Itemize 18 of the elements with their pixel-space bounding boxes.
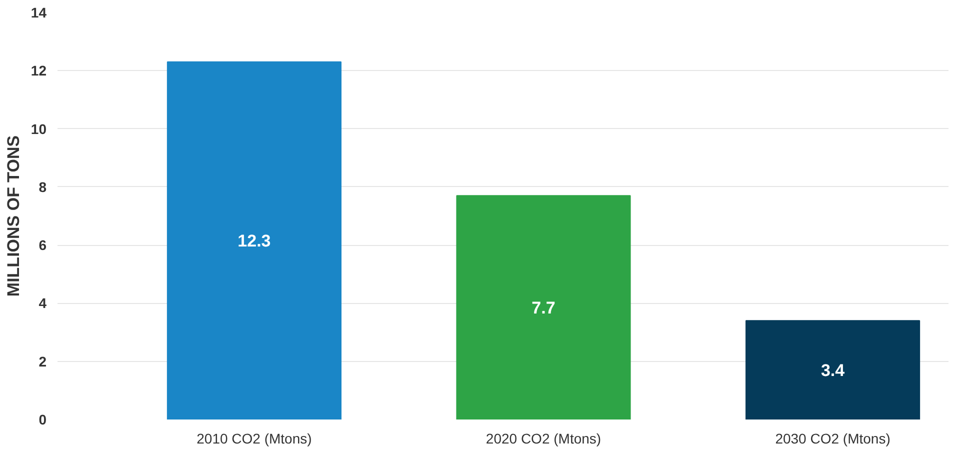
- data-label: 7.7: [532, 298, 556, 318]
- data-label: 3.4: [820, 361, 846, 380]
- y-tick-label: 14: [30, 4, 47, 20]
- y-tick-label: 10: [30, 120, 47, 137]
- bar: [456, 195, 631, 420]
- x-tick-label: 2020 CO2 (Mtons): [486, 430, 602, 446]
- bar: [166, 61, 342, 420]
- x-tick-label: 2030 CO2 (Mtons): [775, 430, 890, 446]
- y-tick-label: 6: [38, 237, 47, 254]
- bar: [746, 320, 920, 420]
- data-label: 12.3: [238, 232, 271, 251]
- y-tick-label: 0: [38, 412, 47, 428]
- y-axis-title: MILLIONS OF TONS: [4, 135, 23, 297]
- y-tick-label: 8: [38, 178, 47, 195]
- y-tick-label: 4: [38, 295, 47, 312]
- y-tick-label: 2: [38, 353, 47, 370]
- y-tick-label: 12: [30, 62, 47, 79]
- x-tick-label: 2010 CO2 (Mtons): [196, 430, 312, 446]
